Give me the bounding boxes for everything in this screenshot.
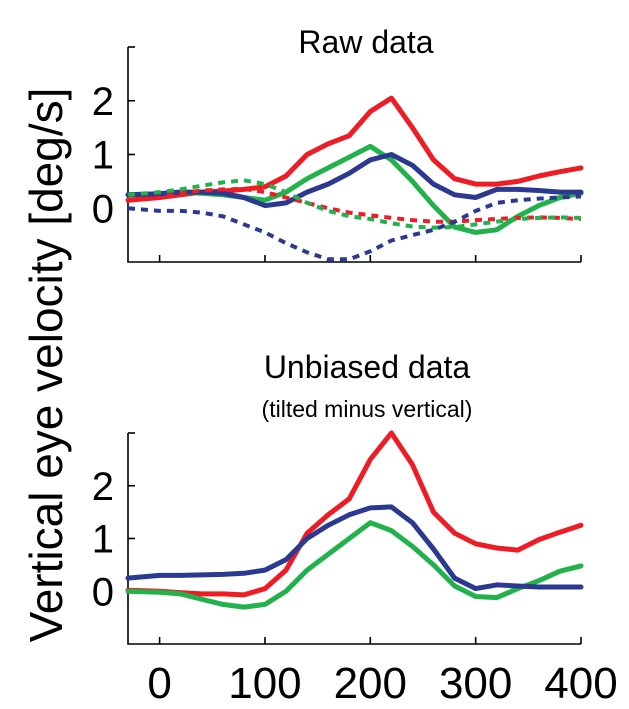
unbiased-data-plot-area: 0 1 2 0 100 200 300 400 xyxy=(92,430,618,708)
series-line-1 xyxy=(125,430,584,598)
chart-title-unbiased: Unbiased data xyxy=(264,349,471,385)
series-line-3 xyxy=(125,504,584,592)
y-tick-label: 1 xyxy=(92,518,114,562)
raw-data-panel: Raw data 0 1 2 xyxy=(92,24,584,263)
series-line-4-dashed xyxy=(127,186,582,224)
x-tick-label: 200 xyxy=(334,659,407,708)
y-tick-label: 0 xyxy=(92,187,114,231)
x-tick-label: 300 xyxy=(439,659,512,708)
chart-title-raw: Raw data xyxy=(298,24,433,60)
series-line-6-dashed xyxy=(127,194,582,262)
y-tick-label: 2 xyxy=(92,80,114,124)
y-tick-label: 1 xyxy=(92,134,114,178)
chart-subtitle-unbiased: (tilted minus vertical) xyxy=(262,396,473,422)
y-tick-label: 2 xyxy=(92,465,114,509)
y-axis-label: Vertical eye velocity [deg/s] xyxy=(20,88,72,643)
raw-data-plot-area: 0 1 2 xyxy=(92,46,584,263)
axis-frame xyxy=(127,433,581,645)
x-tick-label: 400 xyxy=(544,659,617,708)
y-tick-label: 0 xyxy=(92,570,114,614)
series-line-3 xyxy=(125,152,584,209)
series-line-5-dashed xyxy=(127,178,582,230)
x-tick-label: 0 xyxy=(147,659,171,708)
x-tick-label: 100 xyxy=(228,659,301,708)
unbiased-data-panel: Unbiased data (tilted minus vertical) 0 1… xyxy=(92,349,618,708)
axis-frame xyxy=(127,47,581,263)
series-line-2 xyxy=(125,520,584,610)
